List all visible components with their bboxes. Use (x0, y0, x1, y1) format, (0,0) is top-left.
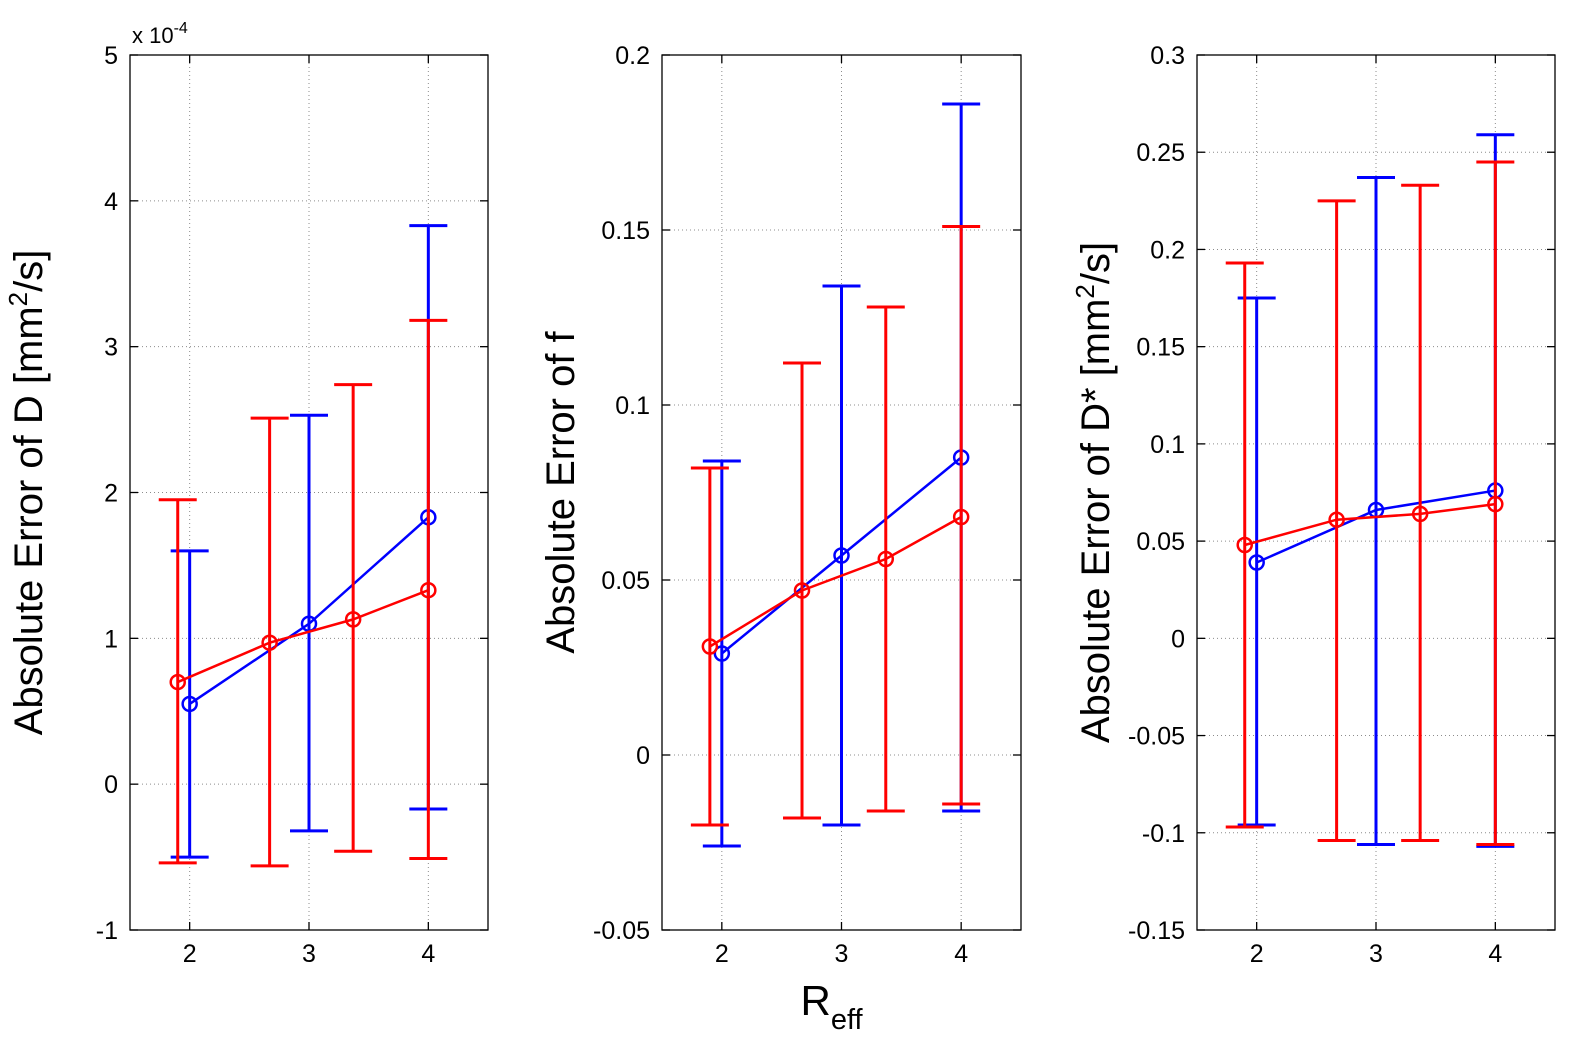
y-tick-label: -0.15 (1128, 917, 1185, 945)
x-tick-label: 2 (715, 940, 729, 968)
y-axis-label: Absolute Error of D [mm2/s] (3, 250, 51, 736)
subplot-2: 2 3 4 -0.05 0 0.05 0.1 0.15 0.2 Absolute Error of… (539, 42, 1022, 1036)
y-tick-label: 0.15 (601, 217, 650, 245)
x-tick-label: 4 (954, 940, 968, 968)
data-point-marker (1236, 536, 1253, 554)
y-tick-label: 0 (636, 742, 650, 770)
data-point-marker (1487, 495, 1504, 513)
y-axis-label-text: /s] (1074, 242, 1118, 284)
data-point-marker (833, 547, 850, 564)
data-point-marker (1248, 554, 1265, 571)
y-tick-label: 0.1 (615, 392, 650, 420)
x-tick-label: 3 (1369, 940, 1383, 968)
x-tick-label: 2 (1250, 940, 1264, 968)
series-blue (1237, 133, 1515, 848)
x-axis-label-main: R (800, 977, 830, 1024)
series-red (690, 225, 981, 827)
x-axis-label-subscript: eff (831, 1004, 864, 1036)
y-axis-label: Absolute Error of D* [mm2/s] (1070, 242, 1118, 743)
data-point-marker (1411, 505, 1429, 523)
data-point-marker (713, 645, 731, 662)
y-tick-label: -0.05 (593, 917, 650, 945)
y-axis-exponent-power: -4 (174, 20, 188, 37)
y-tick-label: 3 (104, 334, 118, 362)
y-tick-label: 4 (104, 188, 118, 216)
data-point-marker (420, 581, 437, 599)
x-axis-label: Reff (800, 977, 863, 1036)
y-tick-label: 1 (104, 625, 118, 653)
data-point-marker (701, 638, 719, 655)
series-line (1244, 502, 1496, 547)
data-point-marker (1328, 511, 1345, 528)
y-axis-label-superscript: 2 (1070, 284, 1100, 298)
data-point-marker (877, 550, 895, 568)
x-tick-label: 4 (421, 940, 435, 968)
y-tick-label: 0.1 (1150, 431, 1185, 459)
y-tick-label: 0.2 (1150, 236, 1185, 264)
y-tick-label: 0.2 (615, 42, 650, 70)
y-tick-label: 0.05 (601, 567, 650, 595)
y-tick-label: 5 (104, 42, 118, 70)
y-tick-label: 0.3 (1150, 42, 1185, 70)
y-axis-exponent: x 10-4 (132, 20, 188, 48)
subplot-3: 2 3 4 -0.15 -0.1 -0.05 0 0.05 0.1 0.15 0.2 0.25 0.3 A… (1070, 42, 1556, 968)
y-axis-label-text: /s] (7, 250, 51, 292)
data-point-marker (793, 582, 811, 599)
x-tick-label: 3 (302, 940, 316, 968)
x-tick-label: 3 (835, 940, 849, 968)
data-point-marker (344, 611, 362, 628)
y-tick-label: -0.1 (1142, 820, 1185, 848)
y-tick-label: 0.25 (1136, 139, 1185, 167)
data-point-marker (181, 695, 198, 713)
y-tick-label: -1 (96, 917, 118, 945)
y-tick-label: 0.05 (1136, 528, 1185, 556)
y-tick-label: 2 (104, 480, 118, 508)
y-tick-label: 0 (1171, 625, 1185, 653)
series-line (177, 589, 429, 684)
y-axis-label-text: Absolute Error of D [mm (7, 306, 51, 735)
series-line (709, 515, 962, 648)
x-tick-label: 4 (1488, 940, 1502, 968)
y-axis-label-text: Absolute Error of D* [mm (1074, 299, 1118, 744)
data-point-marker (261, 634, 278, 651)
series-red (158, 318, 448, 868)
y-axis-label-superscript: 2 (3, 292, 33, 306)
y-tick-label: -0.05 (1128, 723, 1185, 751)
y-axis-label: Absolute Error of f (539, 330, 583, 653)
data-point-marker (169, 673, 186, 691)
y-tick-label: 0.15 (1136, 334, 1185, 362)
x-tick-label: 2 (183, 940, 197, 968)
series-blue (170, 224, 448, 859)
y-axis-exponent-base: x 10 (132, 23, 174, 48)
series-red (1225, 160, 1515, 846)
y-tick-label: 0 (104, 771, 118, 799)
data-point-marker (952, 508, 970, 526)
